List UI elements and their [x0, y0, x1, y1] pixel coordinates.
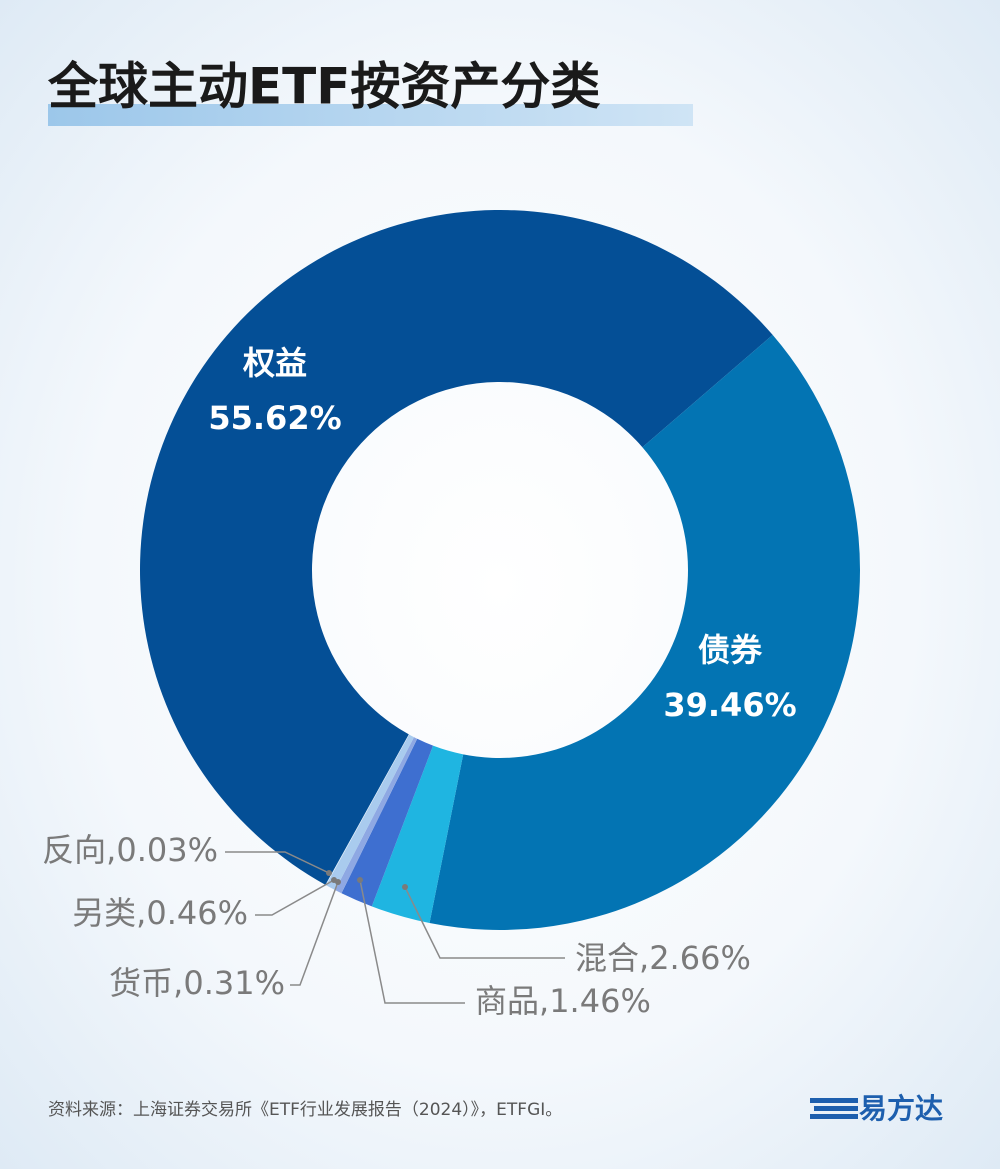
donut-slice: [326, 734, 414, 891]
leader-line: [255, 879, 335, 916]
category-label: 货币: [109, 964, 173, 1002]
category-label: 商品: [475, 982, 539, 1020]
slice-label: 商品,1.46%: [475, 982, 651, 1020]
value-label: ,0.46%: [136, 894, 248, 932]
value-label: ,1.46%: [539, 982, 651, 1020]
logo: 易方达: [810, 1092, 943, 1125]
value-label: ,0.03%: [106, 831, 218, 869]
category-label: 反向: [42, 831, 106, 869]
leader-line: [225, 851, 330, 874]
slice-label: 权益: [242, 344, 307, 382]
leader-dot: [357, 877, 363, 883]
leader-line: [359, 879, 465, 1004]
leader-dot: [402, 884, 408, 890]
donut-slice: [429, 334, 860, 931]
donut-slice: [335, 737, 418, 894]
source-note: 资料来源：上海证券交易所《ETF行业发展报告（2024）》，ETFGI。: [48, 1100, 562, 1120]
logo-text: 易方达: [859, 1092, 943, 1125]
slice-label: 债券: [698, 631, 763, 669]
slice-label: 另类,0.46%: [72, 894, 248, 932]
donut-slice: [325, 734, 410, 886]
leader-line: [404, 886, 565, 959]
value-label: ,0.31%: [173, 964, 285, 1002]
donut-slice: [341, 738, 434, 907]
donut-slice: [140, 210, 773, 885]
category-label: 另类: [72, 894, 136, 932]
slice-label: 混合,2.66%: [575, 939, 751, 977]
value-label: 39.46%: [663, 686, 796, 724]
value-label: 55.62%: [208, 399, 341, 437]
category-label: 混合: [575, 939, 639, 977]
leader-dot: [326, 870, 332, 876]
logo-stripe: [810, 1114, 858, 1119]
leader-dot: [331, 877, 337, 883]
slice-label: 货币,0.31%: [109, 964, 285, 1002]
logo-stripe: [810, 1098, 858, 1103]
chart-title: 全球主动ETF按资产分类: [47, 58, 600, 116]
leader-line: [290, 881, 339, 986]
slice-label: 反向,0.03%: [42, 831, 218, 869]
value-label: ,2.66%: [639, 939, 751, 977]
title-underline: [48, 104, 693, 126]
logo-stripe: [814, 1106, 858, 1111]
donut-slice: [371, 745, 464, 924]
